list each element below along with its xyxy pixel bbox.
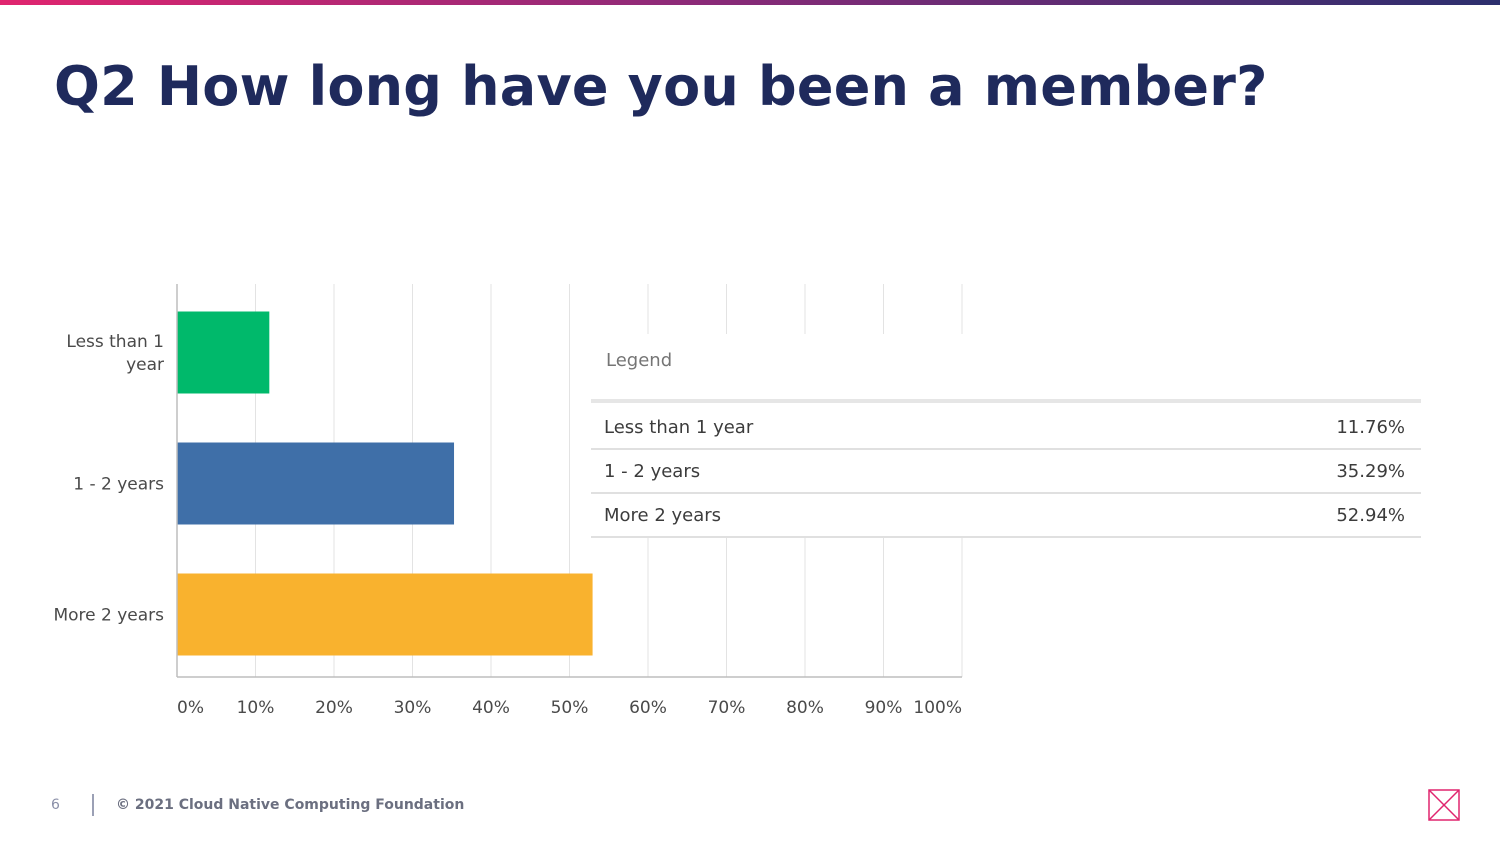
cncf-x-mark-icon	[1428, 789, 1460, 821]
category-label-line: 1 - 2 years	[73, 475, 164, 495]
slide-title: Q2 How long have you been a member?	[54, 55, 1268, 118]
page-number: 6	[51, 797, 60, 813]
category-label-line: More 2 years	[53, 606, 164, 626]
legend-row-value: 35.29%	[1336, 461, 1405, 482]
legend-row-value: 52.94%	[1336, 505, 1405, 526]
x-tick-label: 30%	[394, 698, 432, 718]
legend: Legend Less than 1 year 11.76% 1 - 2 yea…	[591, 334, 1421, 538]
legend-row-label: More 2 years	[604, 505, 722, 526]
x-tick-label: 40%	[472, 698, 510, 718]
x-tick-label: 90%	[865, 698, 903, 718]
category-label: More 2 years	[53, 606, 164, 626]
bar	[177, 311, 270, 394]
x-tick-label: 70%	[708, 698, 746, 718]
legend-row-label: 1 - 2 years	[604, 461, 701, 482]
x-tick-label: 20%	[315, 698, 353, 718]
legend-header-rule	[591, 399, 1421, 403]
legend-title: Legend	[606, 350, 673, 371]
bars	[177, 311, 593, 656]
category-label: 1 - 2 years	[73, 475, 164, 495]
footer-copyright: © 2021 Cloud Native Computing Foundation	[116, 797, 465, 813]
bar	[177, 573, 593, 656]
axes	[176, 284, 962, 678]
category-label: Less than 1 year	[66, 332, 164, 375]
top-accent-bar	[0, 0, 1500, 5]
legend-row-label: Less than 1 year	[604, 417, 754, 438]
legend-row: Less than 1 year 11.76%	[591, 405, 1421, 450]
bar	[177, 442, 455, 525]
x-tick-label: 10%	[237, 698, 275, 718]
x-tick-label: 80%	[786, 698, 824, 718]
category-labels: Less than 1 year 1 - 2 years More 2 years	[53, 332, 164, 626]
x-tick-label: 100%	[913, 698, 962, 718]
footer-separator	[92, 794, 94, 816]
legend-row: More 2 years 52.94%	[591, 493, 1421, 538]
category-label-line: Less than 1	[66, 332, 164, 352]
legend-row-value: 11.76%	[1336, 417, 1405, 438]
x-tick-labels: 0% 10% 20% 30% 40% 50% 60% 70% 80% 90% 100%	[177, 698, 962, 718]
legend-row: 1 - 2 years 35.29%	[591, 449, 1421, 494]
x-tick-label: 60%	[629, 698, 667, 718]
category-label-line: year	[126, 355, 164, 375]
x-tick-label: 0%	[177, 698, 204, 718]
x-tick-label: 50%	[551, 698, 589, 718]
